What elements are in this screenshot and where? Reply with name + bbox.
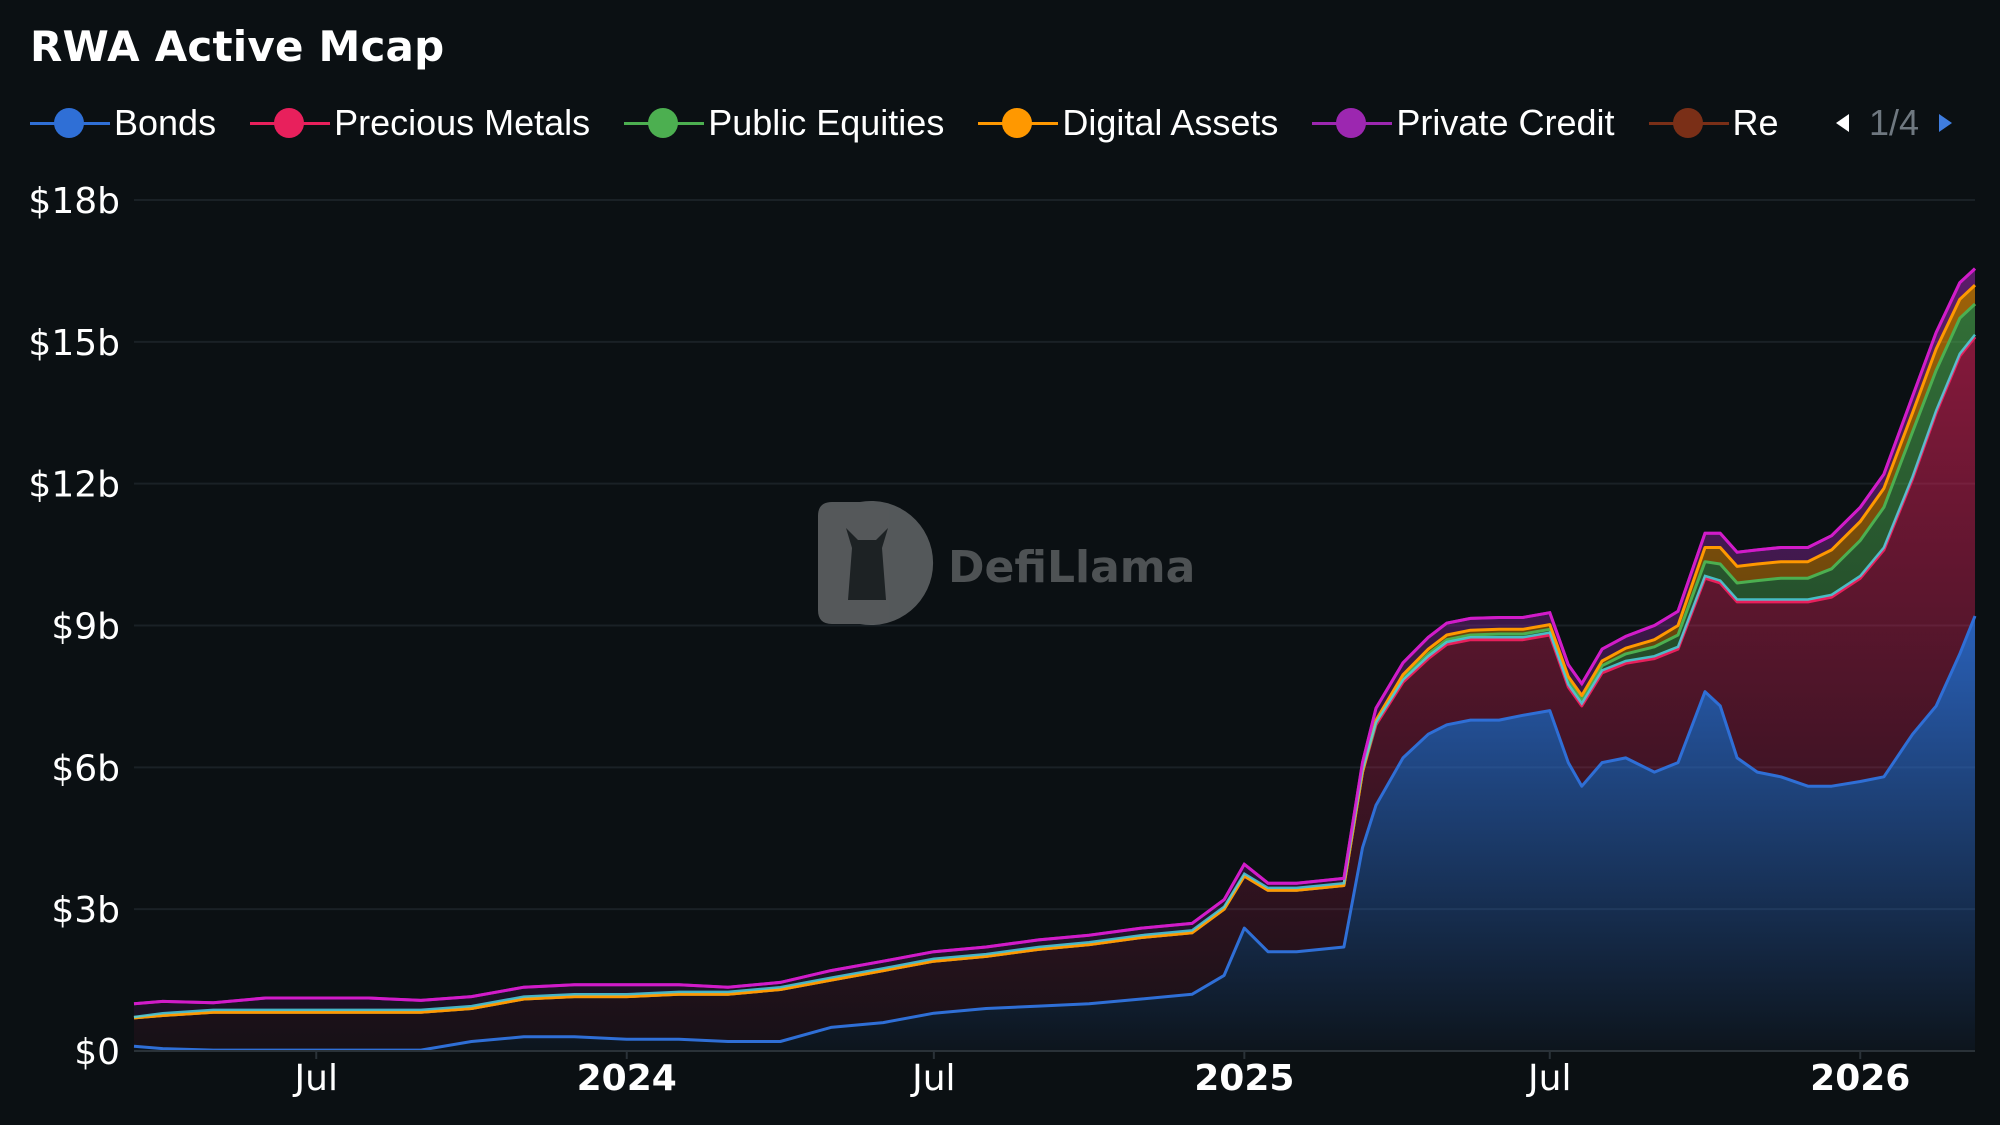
y-tick-label: $0 — [74, 1032, 120, 1073]
legend-marker-icon — [1648, 103, 1729, 143]
legend-label: Private Credit — [1396, 102, 1615, 143]
legend-marker-icon — [30, 103, 110, 143]
x-axis: Jul 2024 Jul 2025 Jul 2026 — [293, 1051, 1910, 1099]
legend-prev-page-icon[interactable] — [1836, 114, 1849, 132]
x-tick-label: Jul — [1526, 1058, 1571, 1099]
legend-item-digital-assets[interactable]: Digital Assets — [978, 102, 1278, 144]
legend-item-precious-metals[interactable]: Precious Metals — [250, 102, 590, 144]
line-total — [133, 267, 1977, 1006]
legend-pager: 1/4 — [1836, 98, 1953, 148]
series-lines — [133, 267, 1977, 1052]
x-tick-label: Jul — [293, 1058, 338, 1099]
legend-marker-icon — [978, 103, 1059, 143]
legend-item-bonds[interactable]: Bonds — [30, 102, 216, 144]
legend-marker-icon — [624, 103, 705, 143]
legend-item-public-equities[interactable]: Public Equities — [624, 102, 944, 144]
y-axis: $0 $3b $6b $9b $12b $15b $18b — [28, 181, 120, 1073]
chart-title: RWA Active Mcap — [30, 22, 445, 71]
legend-label: Public Equities — [708, 102, 945, 143]
legend-next-page-icon[interactable] — [1939, 114, 1953, 132]
area-precious-metals — [134, 337, 1975, 1051]
legend-label: Digital Assets — [1062, 102, 1279, 143]
legend-marker-icon — [250, 103, 331, 143]
y-tick-label: $12b — [28, 465, 120, 506]
legend-item-private-credit[interactable]: Private Credit — [1312, 102, 1615, 144]
legend-marker-icon — [1312, 103, 1393, 143]
x-tick-label: 2024 — [577, 1058, 677, 1099]
legend-page-indicator: 1/4 — [1869, 102, 1920, 143]
legend-item-re[interactable]: Re — [1648, 102, 1779, 144]
watermark-text: DefiLlama — [948, 542, 1195, 593]
line-bonds — [133, 615, 1977, 1052]
area-bonds — [134, 616, 1975, 1051]
y-tick-label: $15b — [28, 323, 120, 364]
y-tick-label: $18b — [28, 181, 120, 222]
watermark: DefiLlama — [818, 500, 1195, 625]
legend: Bonds Precious Metals Public Equities Digit… — [30, 98, 1812, 148]
legend-label: Precious Metals — [334, 102, 591, 143]
x-tick-label: Jul — [910, 1058, 955, 1099]
y-tick-label: $3b — [51, 890, 120, 931]
series-areas — [134, 268, 1975, 1051]
y-tick-label: $9b — [51, 607, 120, 648]
legend-label: Re — [1732, 102, 1779, 143]
llama-logo-icon — [818, 500, 934, 625]
x-tick-label: 2026 — [1810, 1058, 1910, 1099]
x-tick-label: 2025 — [1194, 1058, 1294, 1099]
legend-label: Bonds — [114, 102, 217, 143]
y-tick-label: $6b — [51, 748, 120, 789]
